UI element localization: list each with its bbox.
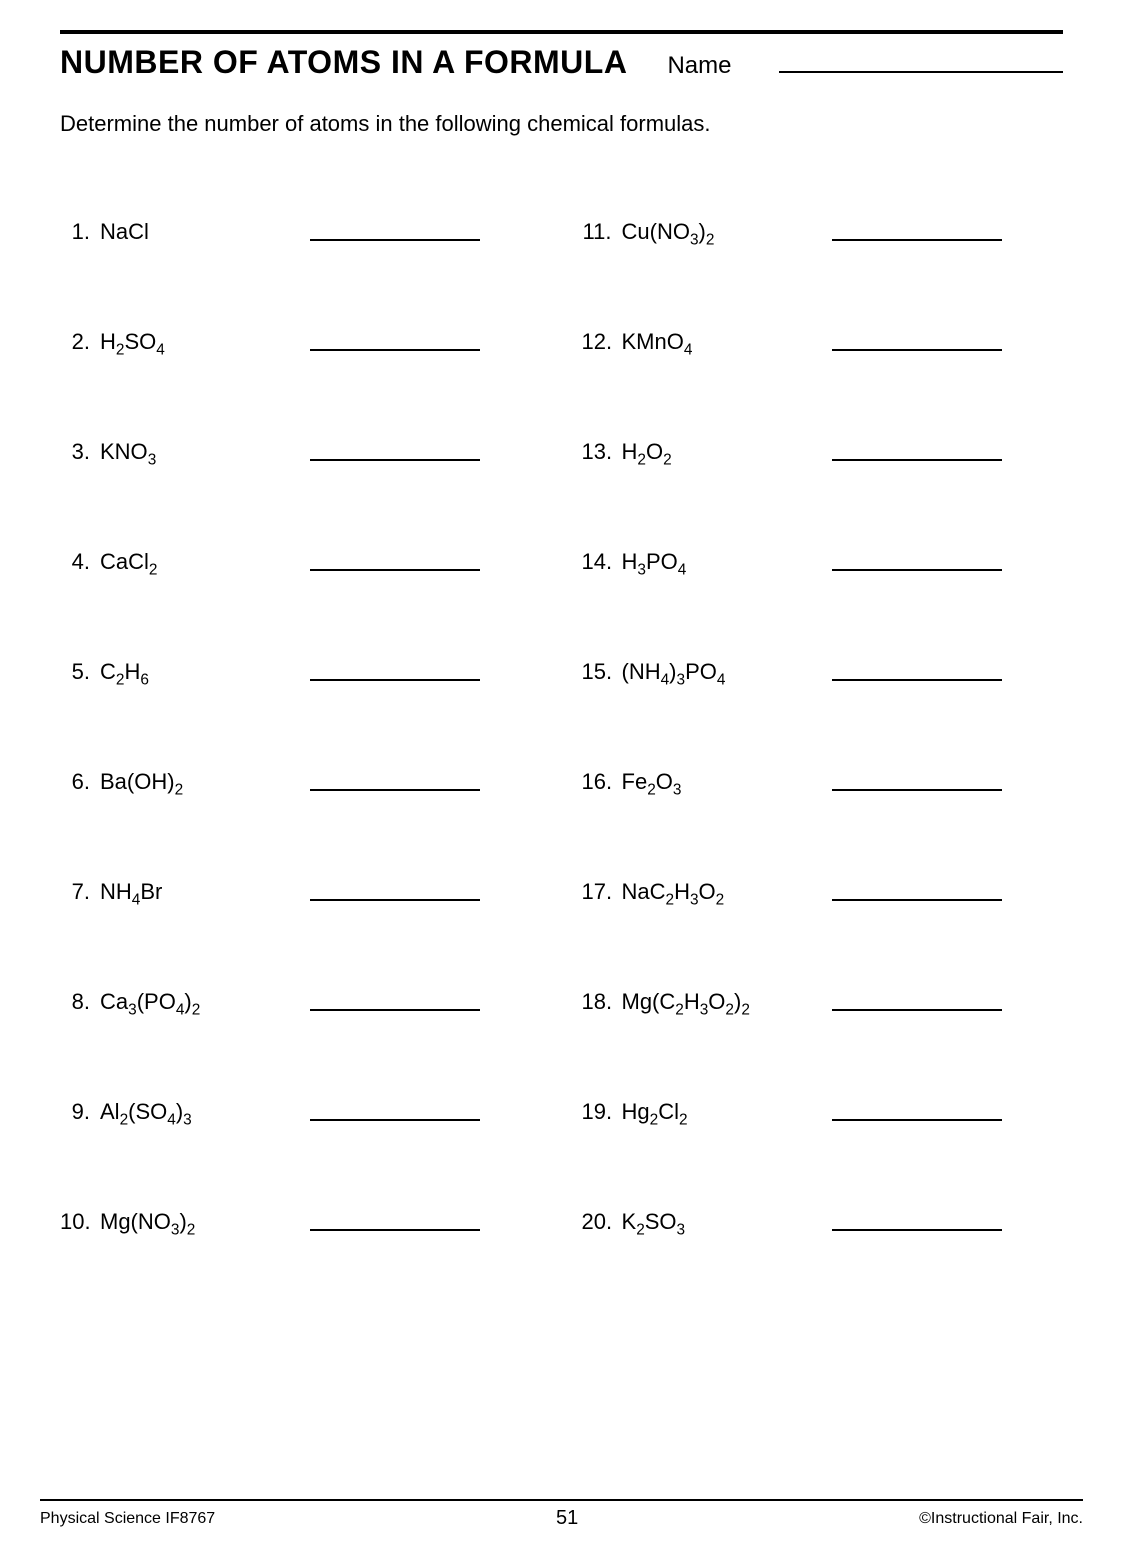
item-number: 4. <box>60 549 100 575</box>
answer-input-line[interactable] <box>832 553 1002 571</box>
answer-input-line[interactable] <box>310 883 480 901</box>
chemical-formula: NH4Br <box>100 879 300 905</box>
problem-item: 6.Ba(OH)2 <box>60 727 542 837</box>
item-number: 15. <box>582 659 622 685</box>
answer-input-line[interactable] <box>310 1213 480 1231</box>
chemical-formula: Mg(NO3)2 <box>100 1209 300 1235</box>
problem-item: 12.KMnO4 <box>582 287 1064 397</box>
answer-input-line[interactable] <box>310 443 480 461</box>
problem-item: 2.H2SO4 <box>60 287 542 397</box>
problem-item: 5.C2H6 <box>60 617 542 727</box>
item-number: 7. <box>60 879 100 905</box>
answer-input-line[interactable] <box>832 993 1002 1011</box>
answer-input-line[interactable] <box>310 223 480 241</box>
page-footer: Physical Science IF8767 51 ©Instructiona… <box>40 1499 1083 1530</box>
chemical-formula: H3PO4 <box>622 549 822 575</box>
footer-left-text: Physical Science IF8767 <box>40 1510 215 1528</box>
chemical-formula: NaC2H3O2 <box>622 879 822 905</box>
name-input-line[interactable] <box>779 53 1063 73</box>
problem-item: 13.H2O2 <box>582 397 1064 507</box>
item-number: 10. <box>60 1209 100 1235</box>
chemical-formula: CaCl2 <box>100 549 300 575</box>
item-number: 2. <box>60 329 100 355</box>
item-number: 18. <box>582 989 622 1015</box>
footer-right-text: ©Instructional Fair, Inc. <box>919 1510 1083 1528</box>
problem-item: 8.Ca3(PO4)2 <box>60 947 542 1057</box>
item-number: 9. <box>60 1099 100 1125</box>
top-rule <box>60 30 1063 34</box>
worksheet-title: NUMBER OF ATOMS IN A FORMULA <box>60 44 627 81</box>
chemical-formula: NaCl <box>100 219 300 245</box>
page-number: 51 <box>556 1507 578 1530</box>
item-number: 1. <box>60 219 100 245</box>
answer-input-line[interactable] <box>832 883 1002 901</box>
item-number: 6. <box>60 769 100 795</box>
item-number: 3. <box>60 439 100 465</box>
problem-item: 14.H3PO4 <box>582 507 1064 617</box>
answer-input-line[interactable] <box>310 333 480 351</box>
problem-item: 20.K2SO3 <box>582 1167 1064 1277</box>
chemical-formula: (NH4)3PO4 <box>622 659 822 685</box>
item-number: 8. <box>60 989 100 1015</box>
item-number: 5. <box>60 659 100 685</box>
chemical-formula: KMnO4 <box>622 329 822 355</box>
chemical-formula: K2SO3 <box>622 1209 822 1235</box>
chemical-formula: Mg(C2H3O2)2 <box>622 989 822 1015</box>
problem-item: 17.NaC2H3O2 <box>582 837 1064 947</box>
chemical-formula: Fe2O3 <box>622 769 822 795</box>
item-number: 12. <box>582 329 622 355</box>
problem-item: 7.NH4Br <box>60 837 542 947</box>
answer-input-line[interactable] <box>310 663 480 681</box>
problem-item: 19.Hg2Cl2 <box>582 1057 1064 1167</box>
chemical-formula: H2SO4 <box>100 329 300 355</box>
item-number: 16. <box>582 769 622 795</box>
answer-input-line[interactable] <box>832 443 1002 461</box>
chemical-formula: C2H6 <box>100 659 300 685</box>
item-number: 14. <box>582 549 622 575</box>
answer-input-line[interactable] <box>832 223 1002 241</box>
answer-input-line[interactable] <box>310 773 480 791</box>
problem-item: 9.Al2(SO4)3 <box>60 1057 542 1167</box>
footer-rule <box>40 1499 1083 1501</box>
name-label: Name <box>667 52 731 80</box>
chemical-formula: KNO3 <box>100 439 300 465</box>
problem-columns: 1.NaCl2.H2SO43.KNO34.CaCl25.C2H66.Ba(OH)… <box>60 177 1063 1277</box>
problem-item: 1.NaCl <box>60 177 542 287</box>
item-number: 11. <box>582 219 622 245</box>
answer-input-line[interactable] <box>310 993 480 1011</box>
item-number: 17. <box>582 879 622 905</box>
problem-item: 11.Cu(NO3)2 <box>582 177 1064 287</box>
left-column: 1.NaCl2.H2SO43.KNO34.CaCl25.C2H66.Ba(OH)… <box>60 177 542 1277</box>
chemical-formula: Cu(NO3)2 <box>622 219 822 245</box>
answer-input-line[interactable] <box>832 773 1002 791</box>
instructions-text: Determine the number of atoms in the fol… <box>60 111 1063 137</box>
item-number: 13. <box>582 439 622 465</box>
problem-item: 3.KNO3 <box>60 397 542 507</box>
answer-input-line[interactable] <box>310 1103 480 1121</box>
chemical-formula: Ca3(PO4)2 <box>100 989 300 1015</box>
right-column: 11.Cu(NO3)212.KMnO413.H2O214.H3PO415.(NH… <box>582 177 1064 1277</box>
answer-input-line[interactable] <box>832 1213 1002 1231</box>
problem-item: 16.Fe2O3 <box>582 727 1064 837</box>
chemical-formula: H2O2 <box>622 439 822 465</box>
chemical-formula: Hg2Cl2 <box>622 1099 822 1125</box>
item-number: 20. <box>582 1209 622 1235</box>
problem-item: 18.Mg(C2H3O2)2 <box>582 947 1064 1057</box>
problem-item: 4.CaCl2 <box>60 507 542 617</box>
answer-input-line[interactable] <box>832 333 1002 351</box>
problem-item: 10.Mg(NO3)2 <box>60 1167 542 1277</box>
worksheet-page: NUMBER OF ATOMS IN A FORMULA Name Determ… <box>0 0 1123 1560</box>
answer-input-line[interactable] <box>832 663 1002 681</box>
problem-item: 15.(NH4)3PO4 <box>582 617 1064 727</box>
chemical-formula: Ba(OH)2 <box>100 769 300 795</box>
chemical-formula: Al2(SO4)3 <box>100 1099 300 1125</box>
header-row: NUMBER OF ATOMS IN A FORMULA Name <box>60 44 1063 81</box>
answer-input-line[interactable] <box>832 1103 1002 1121</box>
item-number: 19. <box>582 1099 622 1125</box>
answer-input-line[interactable] <box>310 553 480 571</box>
